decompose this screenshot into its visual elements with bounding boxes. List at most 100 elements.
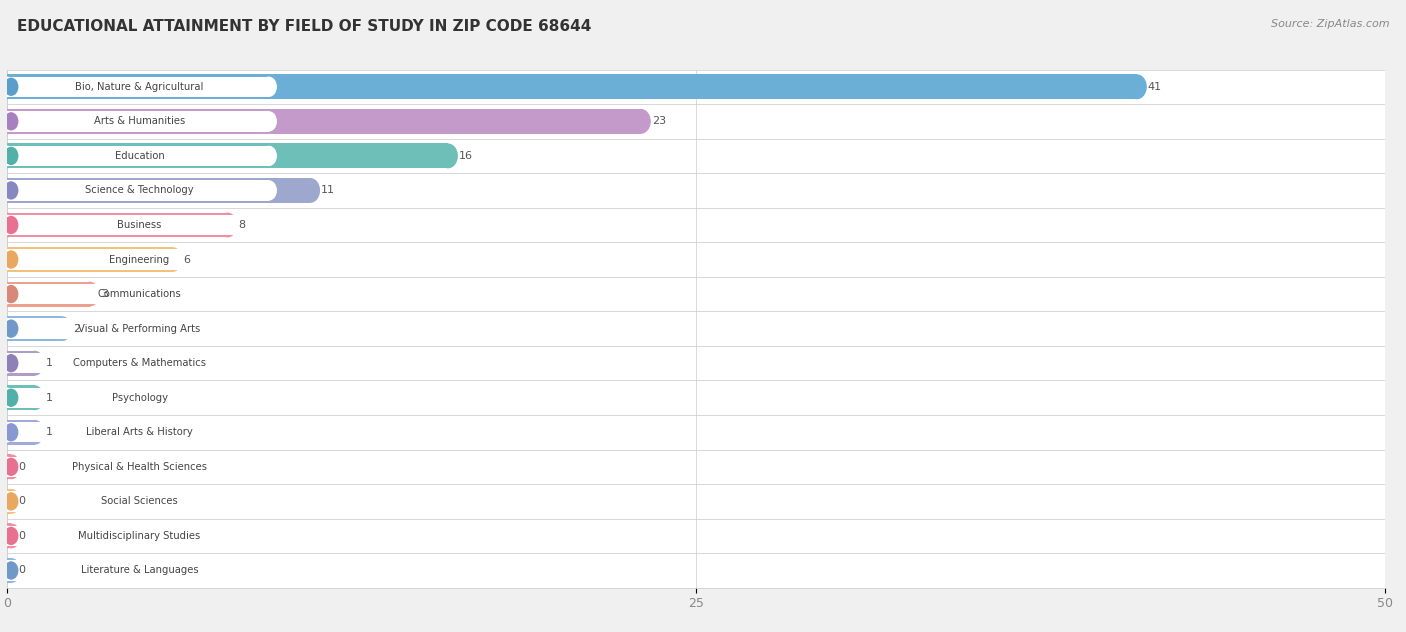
Text: Science & Technology: Science & Technology: [86, 185, 194, 195]
Ellipse shape: [1, 489, 21, 514]
Bar: [7, 282, 90, 307]
Ellipse shape: [0, 76, 15, 97]
Ellipse shape: [4, 285, 18, 303]
Ellipse shape: [4, 458, 18, 476]
Ellipse shape: [260, 561, 277, 581]
Ellipse shape: [218, 212, 238, 238]
Bar: [7, 146, 269, 166]
Ellipse shape: [1, 454, 21, 479]
Ellipse shape: [0, 111, 15, 131]
Ellipse shape: [0, 212, 17, 238]
Bar: [7, 111, 269, 131]
Ellipse shape: [25, 420, 45, 445]
Ellipse shape: [0, 143, 17, 168]
Bar: [7, 454, 11, 479]
Bar: [7, 415, 1385, 449]
Ellipse shape: [0, 420, 17, 445]
Bar: [7, 351, 35, 375]
Ellipse shape: [0, 75, 17, 99]
Text: 41: 41: [1147, 82, 1161, 92]
Bar: [7, 386, 35, 410]
Text: 0: 0: [18, 496, 25, 506]
Ellipse shape: [4, 250, 18, 269]
Ellipse shape: [4, 561, 18, 580]
Text: Arts & Humanities: Arts & Humanities: [94, 116, 186, 126]
Ellipse shape: [0, 250, 15, 270]
Bar: [7, 491, 269, 511]
Ellipse shape: [0, 387, 15, 408]
Ellipse shape: [4, 216, 18, 234]
Bar: [7, 250, 269, 270]
Text: 3: 3: [101, 289, 108, 299]
Ellipse shape: [1, 558, 21, 583]
Text: 0: 0: [18, 566, 25, 576]
Ellipse shape: [4, 112, 18, 131]
Bar: [7, 489, 11, 514]
Ellipse shape: [260, 250, 277, 270]
Text: Visual & Performing Arts: Visual & Performing Arts: [79, 324, 201, 334]
Ellipse shape: [1, 523, 21, 549]
Bar: [7, 70, 1385, 104]
Ellipse shape: [25, 386, 45, 410]
Bar: [7, 319, 269, 339]
Text: Social Sciences: Social Sciences: [101, 496, 179, 506]
Ellipse shape: [260, 76, 277, 97]
Ellipse shape: [0, 180, 15, 200]
Ellipse shape: [163, 247, 183, 272]
Bar: [7, 422, 269, 442]
Ellipse shape: [0, 489, 17, 514]
Text: Multidisciplinary Studies: Multidisciplinary Studies: [79, 531, 201, 541]
Text: Communications: Communications: [97, 289, 181, 299]
Bar: [7, 558, 11, 583]
Ellipse shape: [301, 178, 321, 203]
Ellipse shape: [4, 389, 18, 407]
Bar: [7, 312, 1385, 346]
Ellipse shape: [0, 316, 17, 341]
Bar: [7, 104, 1385, 138]
Bar: [7, 284, 269, 304]
Text: Bio, Nature & Agricultural: Bio, Nature & Agricultural: [76, 82, 204, 92]
Ellipse shape: [4, 319, 18, 338]
Bar: [7, 484, 1385, 519]
Ellipse shape: [260, 111, 277, 131]
Ellipse shape: [0, 523, 17, 549]
Bar: [7, 76, 269, 97]
Ellipse shape: [4, 354, 18, 372]
Text: 0: 0: [18, 531, 25, 541]
Ellipse shape: [0, 109, 17, 134]
Bar: [7, 519, 1385, 553]
Ellipse shape: [0, 457, 15, 477]
Text: Literature & Languages: Literature & Languages: [80, 566, 198, 576]
Bar: [7, 173, 1385, 208]
Text: 6: 6: [183, 255, 190, 265]
Ellipse shape: [260, 319, 277, 339]
Ellipse shape: [0, 561, 15, 581]
Bar: [7, 277, 1385, 312]
Bar: [7, 316, 62, 341]
Ellipse shape: [0, 454, 17, 479]
Text: 1: 1: [45, 358, 52, 368]
Bar: [7, 247, 173, 272]
Ellipse shape: [0, 146, 15, 166]
Ellipse shape: [260, 180, 277, 200]
Ellipse shape: [439, 143, 458, 168]
Ellipse shape: [0, 178, 17, 203]
Ellipse shape: [0, 422, 15, 442]
Bar: [7, 353, 269, 374]
Text: 1: 1: [45, 427, 52, 437]
Ellipse shape: [4, 147, 18, 165]
Text: Liberal Arts & History: Liberal Arts & History: [86, 427, 193, 437]
Text: Engineering: Engineering: [110, 255, 170, 265]
Text: Education: Education: [115, 151, 165, 161]
Text: Business: Business: [117, 220, 162, 230]
Text: 2: 2: [73, 324, 80, 334]
Ellipse shape: [0, 353, 15, 374]
Text: 23: 23: [652, 116, 666, 126]
Ellipse shape: [4, 423, 18, 442]
Bar: [7, 75, 1137, 99]
Ellipse shape: [4, 526, 18, 545]
Ellipse shape: [0, 319, 15, 339]
Bar: [7, 457, 269, 477]
Text: Source: ZipAtlas.com: Source: ZipAtlas.com: [1271, 19, 1389, 29]
Text: Physical & Health Sciences: Physical & Health Sciences: [72, 462, 207, 472]
